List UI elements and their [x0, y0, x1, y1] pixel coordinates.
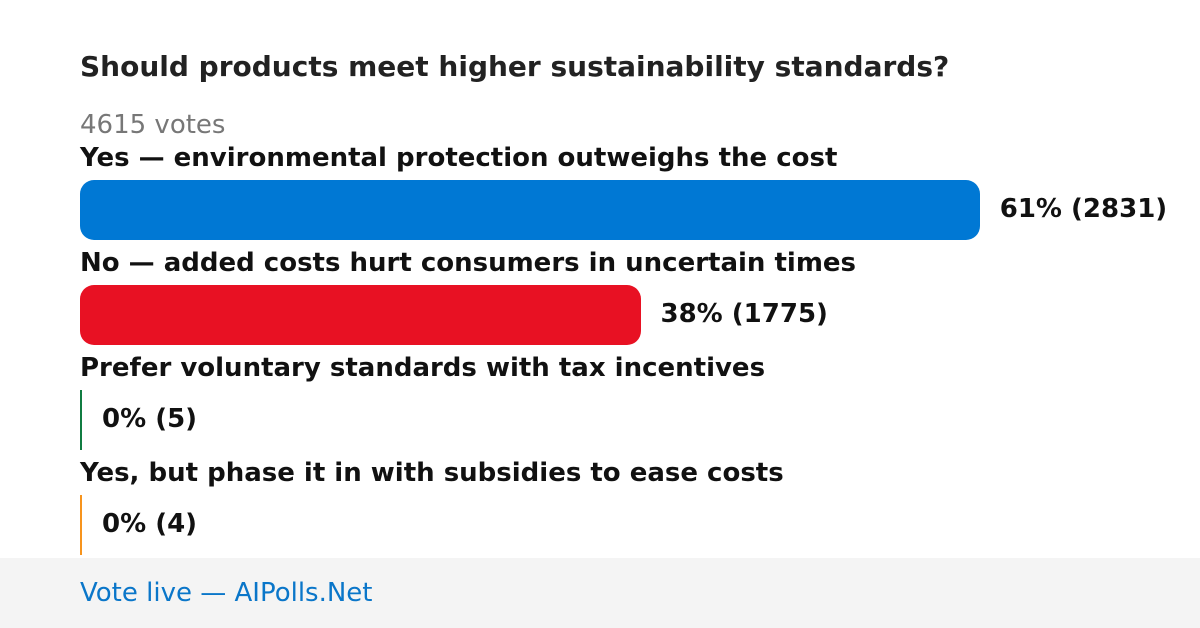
value-label: 0% (4): [102, 509, 198, 539]
vote-count: 4615 votes: [80, 110, 226, 140]
option-label: Prefer voluntary standards with tax ince…: [80, 353, 766, 383]
value-label: 61% (2831): [999, 194, 1168, 224]
vote-bar: [80, 180, 980, 240]
value-label: 0% (5): [102, 404, 198, 434]
poll-title: Should products meet higher sustainabili…: [80, 50, 950, 83]
value-label: 38% (1775): [660, 299, 828, 329]
vote-bar: [80, 285, 641, 345]
option-label: Yes — environmental protection outweighs…: [80, 143, 838, 173]
option-label: No — added costs hurt consumers in uncer…: [80, 248, 857, 278]
option-label: Yes, but phase it in with subsidies to e…: [80, 458, 784, 488]
vote-bar: [80, 495, 82, 555]
vote-bar: [80, 390, 82, 450]
footer: Vote live — AIPolls.Net: [0, 558, 1200, 628]
footer-link[interactable]: Vote live — AIPolls.Net: [80, 578, 373, 608]
